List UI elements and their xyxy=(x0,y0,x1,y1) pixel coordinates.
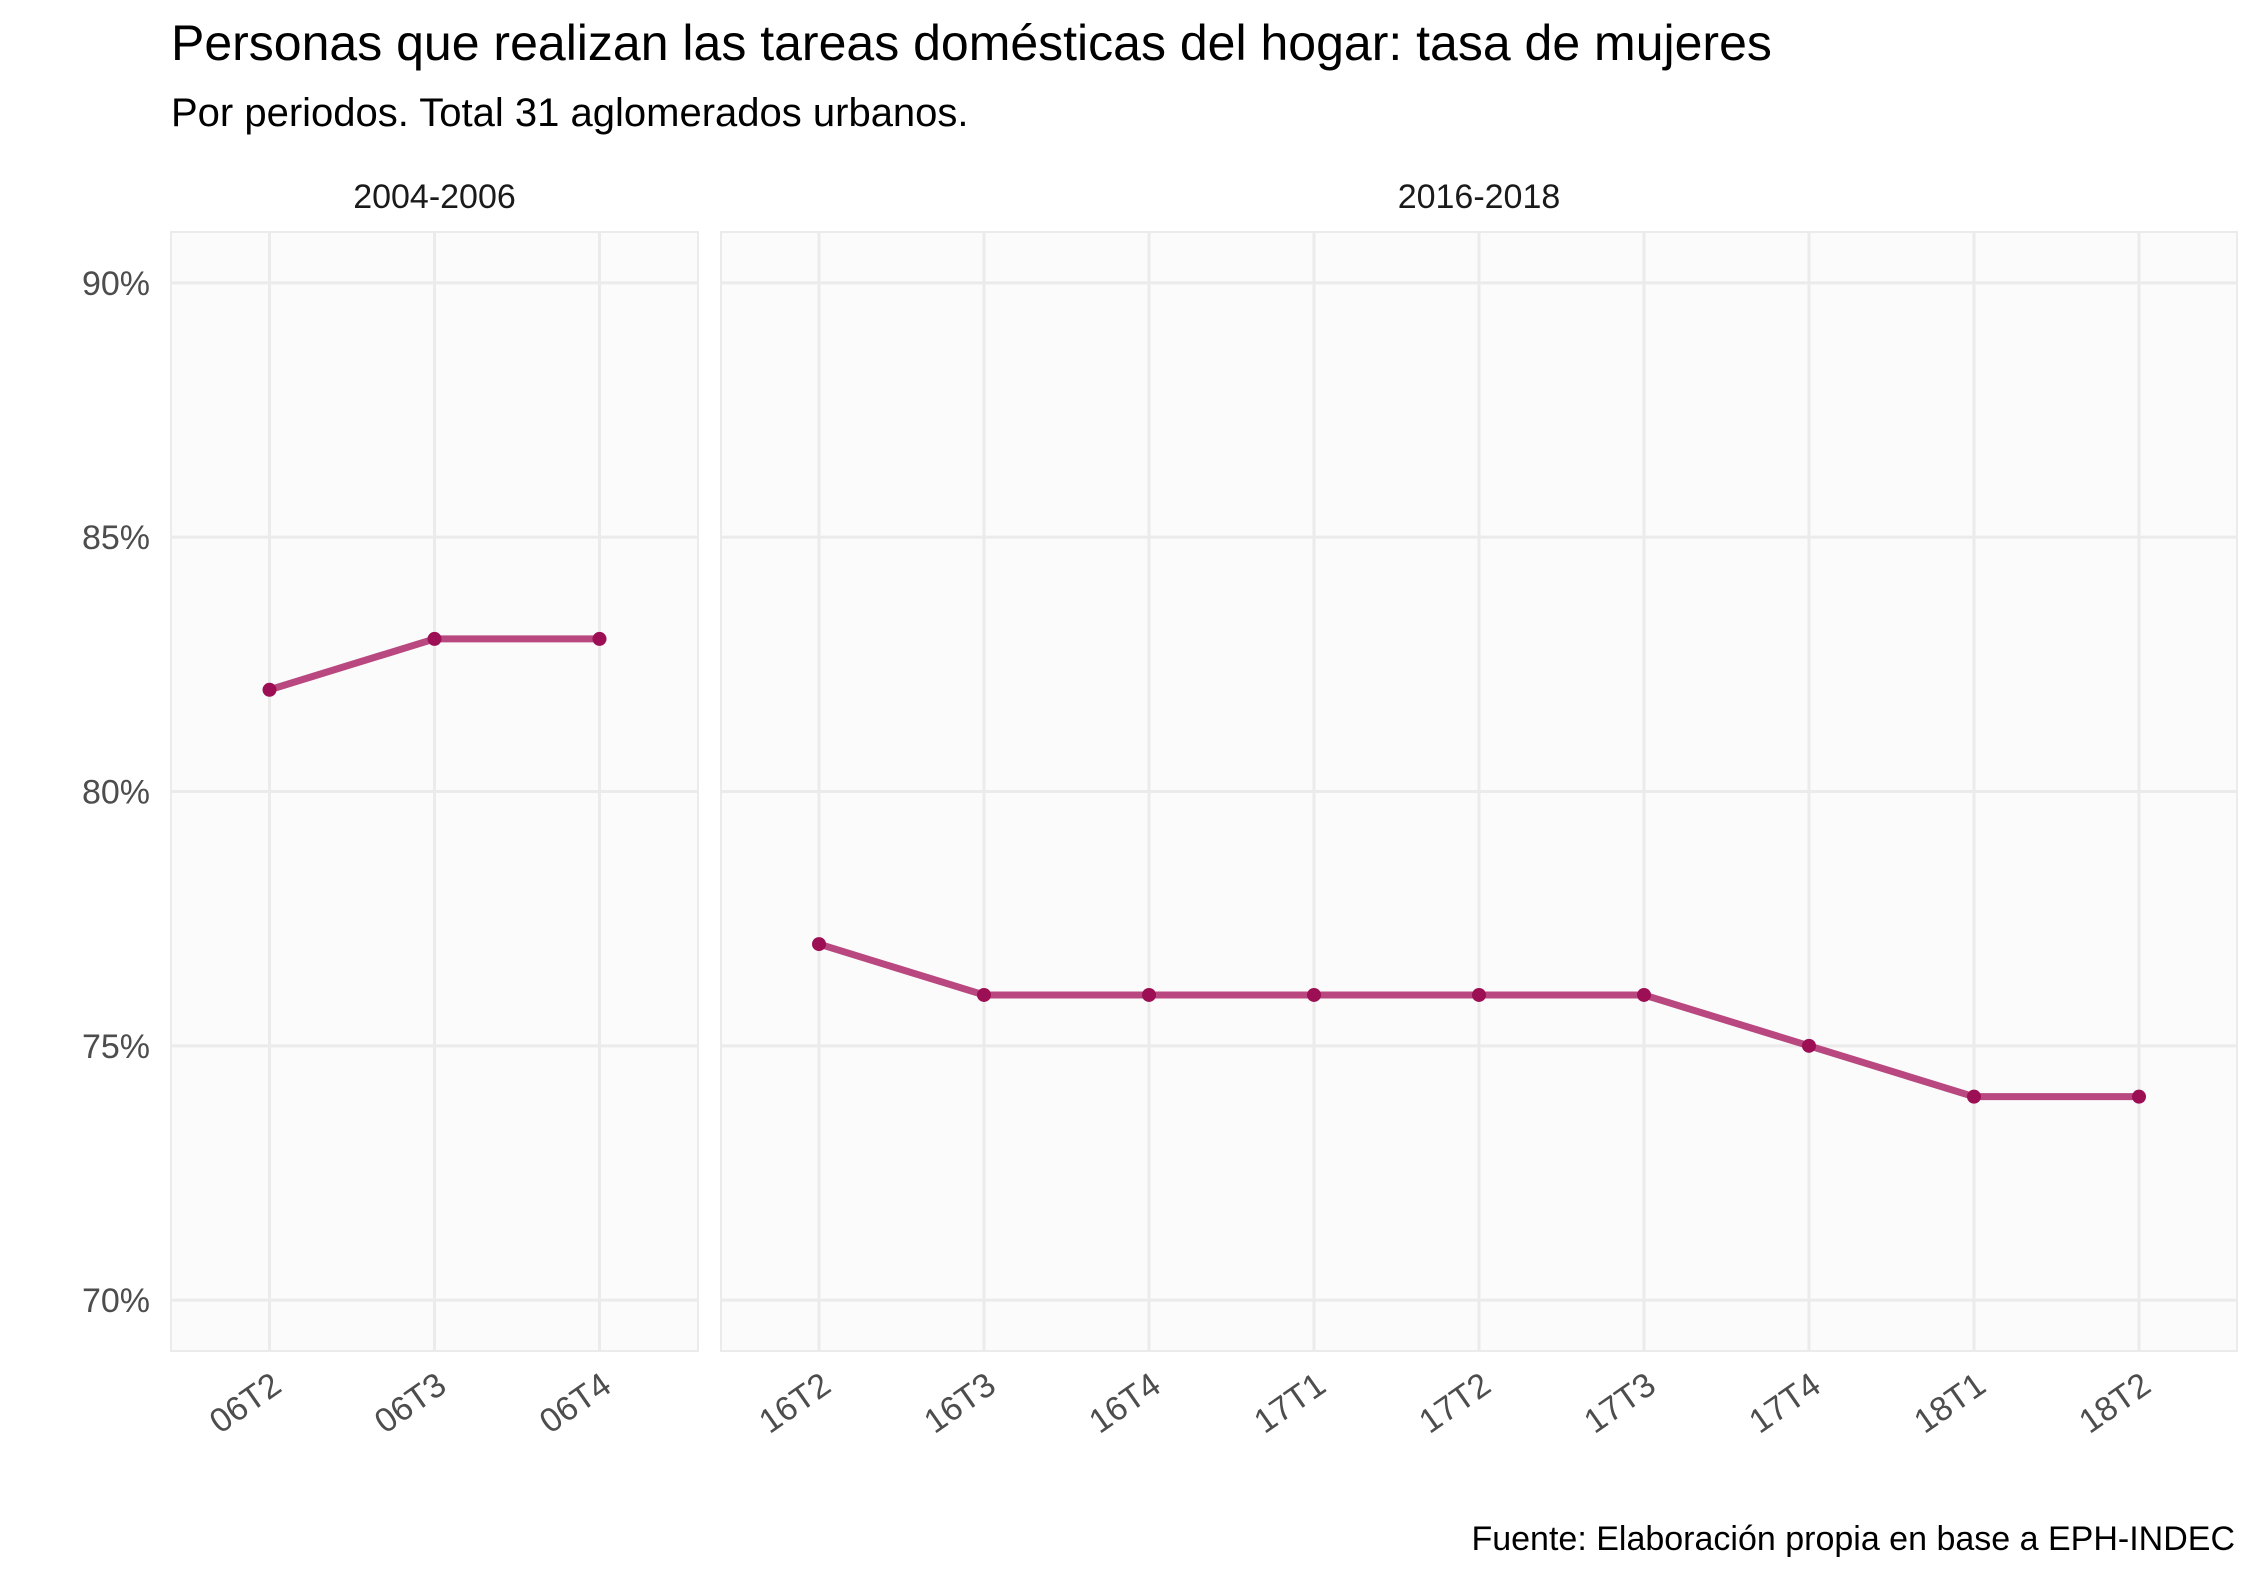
x-tick-label: 16T2 xyxy=(752,1365,837,1441)
facet-label: 2016-2018 xyxy=(1398,178,1561,216)
data-point xyxy=(427,631,442,646)
facet-label: 2004-2006 xyxy=(353,178,516,216)
y-tick-label: 70% xyxy=(82,1282,150,1320)
data-point xyxy=(262,682,277,697)
data-point xyxy=(1802,1038,1816,1053)
data-point xyxy=(1142,987,1156,1002)
data-point xyxy=(1637,987,1651,1002)
x-tick-label: 06T2 xyxy=(203,1365,288,1441)
x-tick-label: 06T4 xyxy=(533,1365,618,1441)
data-point xyxy=(1472,987,1486,1002)
x-tick-label: 16T3 xyxy=(917,1365,1002,1441)
x-tick-label: 18T1 xyxy=(1907,1365,1992,1441)
x-tick-label: 06T3 xyxy=(368,1365,453,1441)
x-tick-label: 17T4 xyxy=(1742,1365,1827,1441)
data-point xyxy=(977,987,991,1002)
x-tick-label: 17T2 xyxy=(1412,1365,1497,1441)
data-point xyxy=(1967,1089,1981,1104)
x-tick-label: 17T3 xyxy=(1577,1365,1662,1441)
x-tick-label: 18T2 xyxy=(2072,1365,2157,1441)
facet-panels: 2004-2006 06T2 06T3 06T4 2016-2018 16T2 16T3 16… xyxy=(82,178,2238,1441)
data-point xyxy=(812,937,826,952)
chart-title: Personas que realizan las tareas domésti… xyxy=(171,15,1772,71)
y-tick-label: 75% xyxy=(82,1028,150,1066)
chart-subtitle: Por periodos. Total 31 aglomerados urban… xyxy=(171,91,969,135)
x-tick-label: 16T4 xyxy=(1082,1365,1167,1441)
chart-caption: Fuente: Elaboración propia en base a EPH… xyxy=(1471,1520,2235,1558)
data-point xyxy=(2132,1089,2146,1104)
data-point xyxy=(1307,987,1321,1002)
facet-0: 2004-2006 06T2 06T3 06T4 xyxy=(170,178,699,1441)
data-point xyxy=(592,631,607,646)
y-tick-label: 90% xyxy=(82,265,150,303)
facet-1: 2016-2018 16T2 16T3 16T4 17T1 17T2 17T3 17T4 18T… xyxy=(720,178,2238,1441)
x-tick-label: 17T1 xyxy=(1247,1365,1332,1441)
y-tick-label: 85% xyxy=(82,519,150,557)
y-tick-label: 80% xyxy=(82,774,150,812)
